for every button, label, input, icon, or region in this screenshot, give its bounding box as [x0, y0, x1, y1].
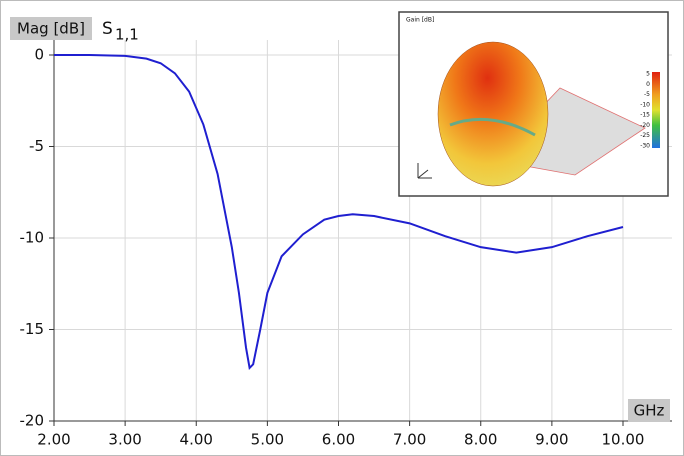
colorbar-label: 0 — [646, 81, 650, 88]
x-tick-label: 3.00 — [108, 431, 141, 449]
x-tick-label: 8.00 — [464, 431, 497, 449]
x-tick-label: 9.00 — [535, 431, 568, 449]
colorbar-label: -25 — [640, 132, 650, 139]
inset: Gain [dB] 5 0 -5 -10 -15 -20 -25 -30 — [399, 12, 668, 196]
y-tick-label: -15 — [20, 320, 45, 338]
series-name: S — [102, 19, 113, 39]
y-axis-label: Mag [dB] — [17, 20, 85, 38]
radiation-pattern — [438, 42, 548, 186]
chart: 0-5-10-15-202.003.004.005.006.007.008.00… — [0, 0, 684, 456]
series-subscript: 1,1 — [115, 26, 139, 44]
x-tick-label: 10.00 — [602, 431, 645, 449]
inset-title: Gain [dB] — [406, 17, 434, 24]
x-tick-label: 5.00 — [251, 431, 284, 449]
colorbar-label: 5 — [646, 71, 650, 78]
colorbar-label: -20 — [640, 122, 650, 129]
x-tick-label: 4.00 — [180, 431, 213, 449]
x-tick-label: 7.00 — [393, 431, 426, 449]
x-tick-label: 6.00 — [322, 431, 355, 449]
colorbar-label: -5 — [644, 91, 650, 98]
colorbar-label: -15 — [640, 112, 650, 119]
y-tick-label: -10 — [20, 229, 45, 247]
x-tick-label: 2.00 — [37, 431, 70, 449]
colorbar — [652, 72, 660, 148]
y-tick-label: 0 — [34, 46, 44, 64]
y-tick-label: -5 — [29, 137, 44, 155]
colorbar-label: -30 — [640, 143, 650, 150]
y-tick-label: -20 — [20, 412, 45, 430]
x-axis-label: GHz — [634, 402, 665, 420]
colorbar-label: -10 — [640, 101, 650, 108]
